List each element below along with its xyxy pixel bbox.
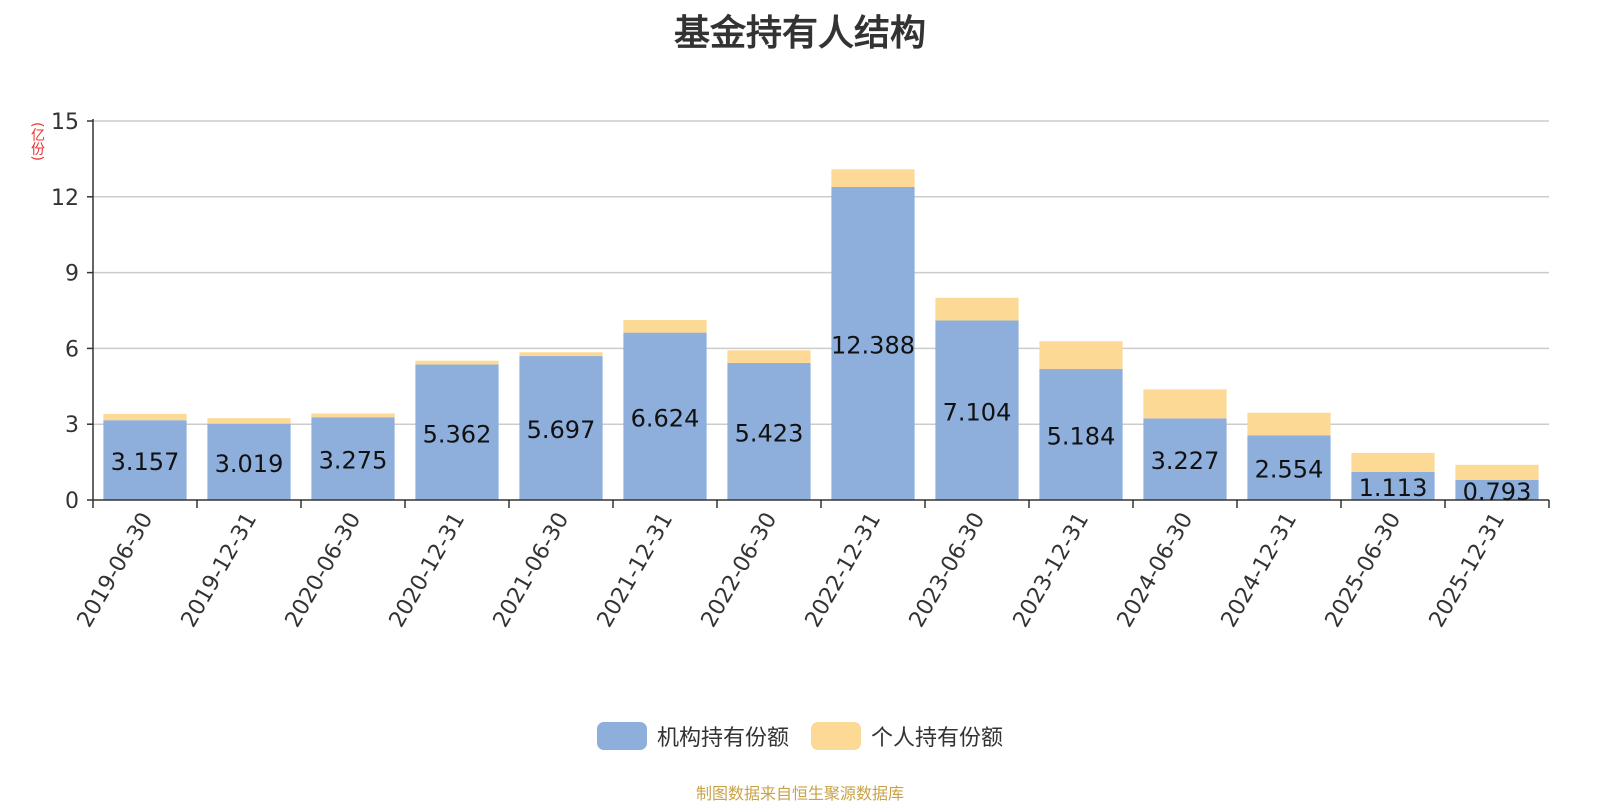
data-label-2025-12-31: 0.793 — [1463, 478, 1532, 506]
bar-individual-2024-06-30 — [1143, 389, 1227, 419]
axes — [87, 119, 1550, 508]
data-label-2025-06-30: 1.113 — [1359, 474, 1428, 502]
bar-individual-2019-12-31 — [207, 418, 291, 424]
data-label-2021-06-30: 5.697 — [527, 416, 596, 444]
data-label-2024-12-31: 2.554 — [1255, 456, 1324, 484]
data-label-2021-12-31: 6.624 — [631, 404, 700, 432]
x-tick-label-2022-06-30: 2022-06-30 — [697, 509, 783, 632]
source-note: 制图数据来自恒生聚源数据库 — [695, 784, 904, 803]
bar-individual-2019-06-30 — [103, 413, 187, 421]
x-tick-label-2024-06-30: 2024-06-30 — [1113, 509, 1199, 632]
bar-institutional-2019-12-31 — [207, 423, 291, 500]
bar-institutional-2023-12-31 — [1039, 369, 1123, 500]
legend-swatch-individual — [811, 722, 861, 750]
grid-lines — [93, 120, 1549, 425]
bar-institutional-2022-06-30 — [727, 362, 811, 500]
x-tick-label-2019-12-31: 2019-12-31 — [177, 509, 263, 632]
bar-individual-2021-06-30 — [519, 352, 603, 357]
x-tick-label-2019-06-30: 2019-06-30 — [73, 509, 159, 632]
data-label-2019-06-30: 3.157 — [111, 448, 180, 476]
x-tick-label-2020-12-31: 2020-12-31 — [385, 509, 471, 632]
bar-institutional-2021-12-31 — [623, 332, 707, 500]
bar-institutional-2020-12-31 — [415, 364, 499, 500]
bars — [103, 169, 1539, 501]
data-label-2023-06-30: 7.104 — [943, 398, 1012, 426]
bar-individual-2025-06-30 — [1351, 452, 1435, 472]
x-tick-label-2023-12-31: 2023-12-31 — [1009, 509, 1095, 632]
y-tick-label-0: 0 — [65, 489, 79, 514]
legend-label-institutional: 机构持有份额 — [656, 726, 789, 751]
data-label-2020-06-30: 3.275 — [319, 447, 388, 475]
legend: 机构持有份额 个人持有份额 — [0, 720, 1600, 752]
bar-individual-2022-12-31 — [831, 169, 915, 187]
x-tick-label-2021-06-30: 2021-06-30 — [489, 509, 575, 632]
data-label-2020-12-31: 5.362 — [423, 420, 492, 448]
legend-item-institutional[interactable]: 机构持有份额 — [596, 720, 789, 752]
y-tick-label-1: 3 — [65, 413, 79, 438]
bar-individual-2025-12-31 — [1455, 464, 1539, 480]
data-label-2024-06-30: 3.227 — [1151, 447, 1220, 475]
bar-institutional-2019-06-30 — [103, 420, 187, 500]
bar-institutional-2025-06-30 — [1351, 471, 1435, 500]
x-tick-label-2025-12-31: 2025-12-31 — [1425, 509, 1511, 632]
bar-institutional-2024-06-30 — [1143, 418, 1227, 500]
x-tick-label-2021-12-31: 2021-12-31 — [593, 509, 679, 632]
x-tick-label-2020-06-30: 2020-06-30 — [281, 509, 367, 632]
data-label-2019-12-31: 3.019 — [215, 450, 284, 478]
y-tick-label-3: 9 — [65, 262, 79, 287]
bar-institutional-2025-12-31 — [1455, 479, 1539, 500]
data-label-2022-06-30: 5.423 — [735, 419, 804, 447]
legend-label-individual: 个人持有份额 — [871, 726, 1004, 751]
legend-swatch-institutional — [596, 722, 647, 750]
bar-institutional-2021-06-30 — [519, 356, 603, 500]
y-tick-label-4: 12 — [51, 186, 79, 211]
data-label-2023-12-31: 5.184 — [1047, 423, 1116, 451]
legend-item-individual[interactable]: 个人持有份额 — [811, 720, 1003, 752]
bar-institutional-2024-12-31 — [1247, 435, 1331, 500]
bar-institutional-2020-06-30 — [311, 417, 395, 500]
bar-individual-2021-12-31 — [623, 320, 707, 333]
data-label-2022-12-31: 12.388 — [831, 331, 915, 359]
bar-institutional-2022-12-31 — [831, 186, 915, 501]
bar-individual-2020-12-31 — [415, 360, 499, 365]
chart-title: 基金持有人结构 — [673, 13, 926, 54]
x-tick-label-2022-12-31: 2022-12-31 — [801, 509, 887, 632]
y-axis-unit-label: (亿份) — [29, 122, 45, 161]
bar-individual-2023-06-30 — [935, 297, 1019, 321]
bar-individual-2024-12-31 — [1247, 412, 1331, 436]
bar-individual-2020-06-30 — [311, 413, 395, 418]
bar-institutional-2023-06-30 — [935, 320, 1019, 500]
bar-individual-2023-12-31 — [1039, 341, 1123, 370]
x-tick-label-2024-12-31: 2024-12-31 — [1217, 509, 1303, 632]
x-tick-label-2023-06-30: 2023-06-30 — [905, 509, 991, 632]
y-tick-label-5: 15 — [51, 110, 79, 135]
x-tick-label-2025-06-30: 2025-06-30 — [1321, 509, 1407, 632]
y-tick-label-2: 6 — [65, 337, 79, 362]
bar-individual-2022-06-30 — [727, 350, 811, 363]
